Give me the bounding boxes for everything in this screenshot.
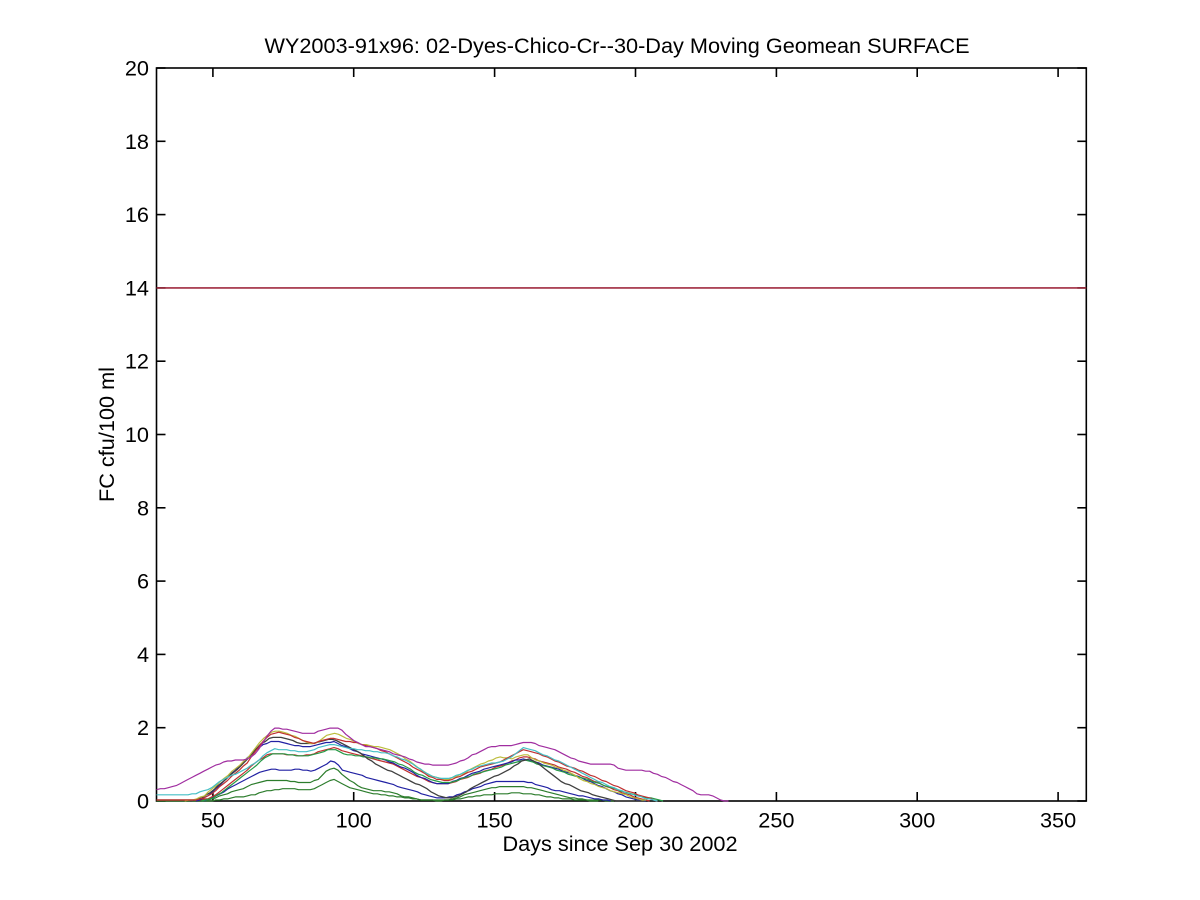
svg-text:200: 200 <box>617 808 653 833</box>
svg-text:18: 18 <box>125 129 149 154</box>
svg-text:14: 14 <box>125 275 149 300</box>
svg-text:50: 50 <box>201 808 225 833</box>
svg-text:100: 100 <box>336 808 372 833</box>
svg-text:250: 250 <box>758 808 794 833</box>
svg-text:6: 6 <box>137 569 149 594</box>
svg-text:0: 0 <box>137 789 149 814</box>
svg-text:300: 300 <box>899 808 935 833</box>
svg-text:8: 8 <box>137 495 149 520</box>
svg-text:4: 4 <box>137 642 149 667</box>
svg-text:Days since Sep 30 2002: Days since Sep 30 2002 <box>502 831 737 856</box>
svg-text:10: 10 <box>125 422 149 447</box>
svg-text:12: 12 <box>125 349 149 374</box>
svg-text:20: 20 <box>125 56 149 81</box>
svg-text:WY2003-91x96: 02-Dyes-Chico-Cr: WY2003-91x96: 02-Dyes-Chico-Cr--30-Day M… <box>264 33 969 58</box>
svg-text:2: 2 <box>137 715 149 740</box>
svg-text:FC cfu/100 ml: FC cfu/100 ml <box>94 367 119 502</box>
svg-text:350: 350 <box>1040 808 1076 833</box>
svg-text:150: 150 <box>477 808 513 833</box>
svg-text:16: 16 <box>125 202 149 227</box>
